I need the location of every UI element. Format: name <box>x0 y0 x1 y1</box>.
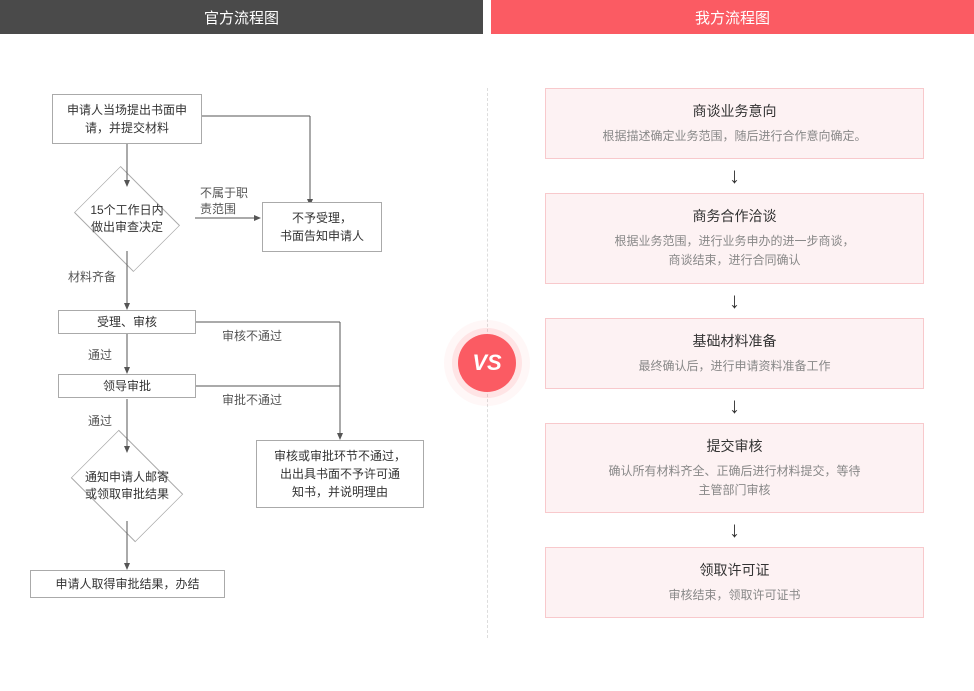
down-arrow-icon: ↓ <box>729 290 740 312</box>
down-arrow-icon: ↓ <box>729 165 740 187</box>
right-steps-panel: 商谈业务意向 根据描述确定业务范围，随后进行合作意向确定。 ↓ 商务合作洽谈 根… <box>495 34 974 691</box>
node-n6: 通知申请人邮寄或领取审批结果 <box>62 452 192 520</box>
node-n7: 审核或审批环节不通过，出出具书面不予许可通知书，并说明理由 <box>256 440 424 508</box>
node-n2: 15个工作日内做出审查决定 <box>67 186 187 252</box>
content-area: 申请人当场提出书面申请，并提交材料 15个工作日内做出审查决定 不予受理，书面告… <box>0 34 974 691</box>
vs-badge: VS <box>458 334 516 392</box>
node-n5: 领导审批 <box>58 374 196 398</box>
step-desc: 审核结束，领取许可证书 <box>564 586 905 605</box>
node-n8: 申请人取得审批结果，办结 <box>30 570 225 598</box>
step-desc: 确认所有材料齐全、正确后进行材料提交，等待主管部门审核 <box>564 462 905 500</box>
edge-label-n2-n3: 不属于职责范围 <box>200 186 248 217</box>
step-card: 商谈业务意向 根据描述确定业务范围，随后进行合作意向确定。 <box>545 88 924 159</box>
node-n4: 受理、审核 <box>58 310 196 334</box>
step-desc: 根据描述确定业务范围，随后进行合作意向确定。 <box>564 127 905 146</box>
steps-container: 商谈业务意向 根据描述确定业务范围，随后进行合作意向确定。 ↓ 商务合作洽谈 根… <box>545 88 924 618</box>
node-n3: 不予受理，书面告知申请人 <box>262 202 382 252</box>
edge-label-n4-n7: 审核不通过 <box>222 327 282 344</box>
node-n1: 申请人当场提出书面申请，并提交材料 <box>52 94 202 144</box>
step-title: 领取许可证 <box>564 560 905 580</box>
step-card: 领取许可证 审核结束，领取许可证书 <box>545 547 924 618</box>
step-title: 商谈业务意向 <box>564 101 905 121</box>
step-card: 提交审核 确认所有材料齐全、正确后进行材料提交，等待主管部门审核 <box>545 423 924 513</box>
step-card: 基础材料准备 最终确认后，进行申请资料准备工作 <box>545 318 924 389</box>
step-desc: 根据业务范围，进行业务申办的进一步商谈，商谈结束，进行合同确认 <box>564 232 905 270</box>
header-right-title: 我方流程图 <box>491 0 974 34</box>
step-desc: 最终确认后，进行申请资料准备工作 <box>564 357 905 376</box>
edge-label-n2-n4: 材料齐备 <box>68 268 116 285</box>
left-flowchart: 申请人当场提出书面申请，并提交材料 15个工作日内做出审查决定 不予受理，书面告… <box>0 34 487 691</box>
down-arrow-icon: ↓ <box>729 519 740 541</box>
step-title: 提交审核 <box>564 436 905 456</box>
edge-label-n5-n6: 通过 <box>88 412 112 429</box>
edge-label-n5-n7: 审批不通过 <box>222 391 282 408</box>
edge-label-n4-n5: 通过 <box>88 346 112 363</box>
header-row: 官方流程图 我方流程图 <box>0 0 974 34</box>
step-title: 商务合作洽谈 <box>564 206 905 226</box>
step-title: 基础材料准备 <box>564 331 905 351</box>
header-left-title: 官方流程图 <box>0 0 483 34</box>
step-card: 商务合作洽谈 根据业务范围，进行业务申办的进一步商谈，商谈结束，进行合同确认 <box>545 193 924 283</box>
down-arrow-icon: ↓ <box>729 395 740 417</box>
